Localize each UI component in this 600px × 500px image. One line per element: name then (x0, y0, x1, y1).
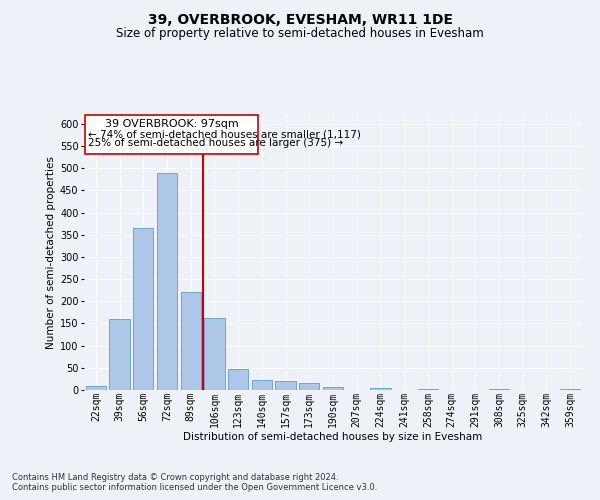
Text: Distribution of semi-detached houses by size in Evesham: Distribution of semi-detached houses by … (184, 432, 482, 442)
Bar (109, 319, 130, 390)
Text: ← 74% of semi-detached houses are smaller (1,117): ← 74% of semi-detached houses are smalle… (88, 129, 361, 139)
Bar (418, 388, 438, 390)
Bar (275, 381, 296, 390)
Text: 25% of semi-detached houses are larger (375) →: 25% of semi-detached houses are larger (… (88, 138, 343, 148)
Bar (252, 380, 272, 390)
Bar (133, 228, 154, 390)
Text: 39 OVERBROOK: 97sqm: 39 OVERBROOK: 97sqm (105, 120, 239, 130)
Text: 39, OVERBROOK, EVESHAM, WR11 1DE: 39, OVERBROOK, EVESHAM, WR11 1DE (148, 12, 452, 26)
FancyBboxPatch shape (85, 115, 259, 154)
Bar (370, 388, 391, 390)
Text: Size of property relative to semi-detached houses in Evesham: Size of property relative to semi-detach… (116, 28, 484, 40)
Bar (157, 172, 177, 390)
Bar (205, 318, 224, 390)
Bar (489, 388, 509, 390)
Bar (560, 388, 580, 390)
Bar (86, 386, 106, 390)
Y-axis label: Number of semi-detached properties: Number of semi-detached properties (46, 156, 56, 349)
Bar (299, 384, 319, 390)
Bar (323, 387, 343, 390)
Bar (181, 292, 201, 390)
Bar (228, 368, 248, 390)
Text: Contains HM Land Registry data © Crown copyright and database right 2024.
Contai: Contains HM Land Registry data © Crown c… (12, 472, 377, 492)
